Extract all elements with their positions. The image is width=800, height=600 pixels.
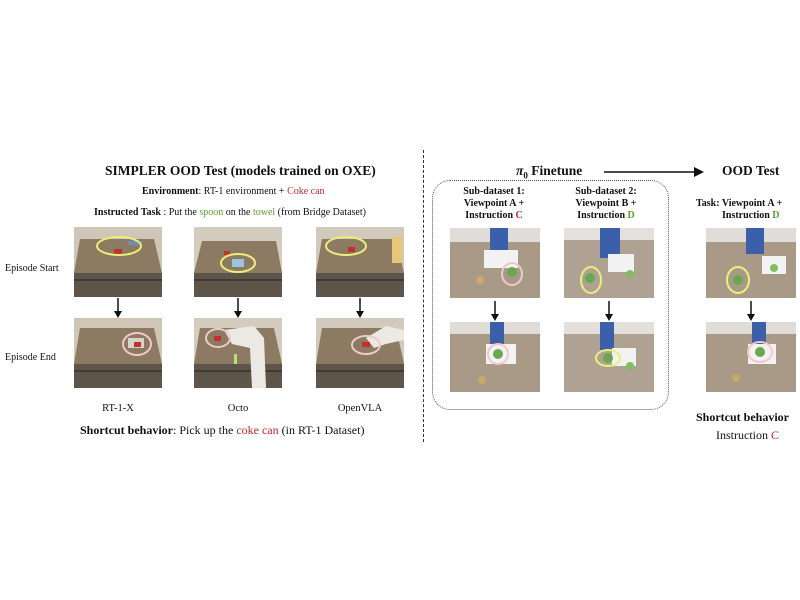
shortcut-label: Shortcut behavior [80, 423, 173, 437]
openvla-start-frame [316, 227, 404, 297]
sub2-start-frame [564, 228, 654, 298]
arrow-down-icon [747, 301, 755, 321]
arrow-down-icon [356, 298, 364, 318]
task-line1: Task: Viewpoint A + [696, 198, 783, 209]
finetune-title: π0 Finetune [516, 163, 582, 181]
panel-divider [423, 150, 424, 442]
task-text-2: on the [223, 207, 253, 218]
shortcut-highlight: coke can [236, 423, 279, 437]
ood-end-frame [706, 322, 796, 392]
ood-start-frame [706, 228, 796, 298]
octo-start-frame [194, 227, 282, 297]
ood-task-header: Task: Viewpoint A + Instruction D [696, 198, 800, 222]
sub1-letter: C [515, 210, 523, 221]
rt1x-start-frame [74, 227, 162, 297]
instructed-task-label: Instructed Task [94, 207, 161, 218]
ood-test-title: OOD Test [722, 163, 780, 178]
sub2-line2: Viewpoint B + [575, 198, 637, 209]
shortcut-text-1: : Pick up the [173, 423, 237, 437]
arrow-down-icon [605, 301, 613, 321]
arrow-down-icon [114, 298, 122, 318]
finetune-text: Finetune [527, 163, 583, 178]
sub2-letter: D [627, 210, 635, 221]
model-label-octo: Octo [227, 403, 249, 414]
finetune-datasets-box [432, 180, 669, 410]
sub1-start-frame [450, 228, 540, 298]
sub2-end-frame [564, 322, 654, 392]
octo-end-frame [194, 318, 282, 388]
right-shortcut-instruction: Instruction C [716, 428, 779, 443]
arrow-down-icon [491, 301, 499, 321]
task-line2: Instruction D [722, 210, 780, 221]
model-label-openvla: OpenVLA [337, 403, 383, 414]
sub-dataset-2-header: Sub-dataset 2: Viewpoint B + Instruction… [560, 186, 652, 222]
left-title: SIMPLER OOD Test (models trained on OXE) [105, 163, 376, 178]
arrow-right-icon [604, 167, 704, 177]
environment-line: Environment: RT-1 environment + Coke can [142, 186, 325, 197]
arrow-down-icon [234, 298, 242, 318]
environment-highlight: Coke can [287, 186, 325, 197]
sub-dataset-1-header: Sub-dataset 1: Viewpoint A + Instruction… [448, 186, 540, 222]
model-label-rt1x: RT-1-X [102, 403, 134, 414]
task-text-1: : Put the [160, 207, 200, 218]
openvla-end-frame [316, 318, 404, 388]
sub1-line2: Viewpoint A + [463, 198, 525, 209]
task-towel: towel [252, 207, 276, 218]
sub1-end-frame [450, 322, 540, 392]
shortcut-text-2: (in RT-1 Dataset) [278, 423, 365, 437]
right-shortcut-label: Shortcut behavior [696, 410, 789, 424]
environment-label: Environment [142, 186, 199, 197]
sub2-line1: Sub-dataset 2: [575, 186, 637, 197]
row-label-episode-end: Episode End [5, 352, 56, 363]
right-shortcut-letter: C [771, 428, 780, 442]
instructed-task-line: Instructed Task : Put the spoon on the t… [94, 207, 366, 218]
left-shortcut-behavior: Shortcut behavior: Pick up the coke can … [80, 423, 364, 438]
sub2-line3: Instruction D [577, 210, 635, 221]
task-letter: D [772, 210, 780, 221]
pi-subscript: 0 [523, 170, 528, 181]
row-label-episode-start: Episode Start [5, 263, 59, 274]
task-text-3: (from Bridge Dataset) [275, 207, 366, 218]
sub1-line3: Instruction C [465, 210, 523, 221]
environment-sep: : [198, 186, 204, 197]
right-shortcut-text: Instruction [716, 428, 771, 442]
rt1x-end-frame [74, 318, 162, 388]
sub1-line1: Sub-dataset 1: [463, 186, 525, 197]
task-spoon: spoon [199, 207, 224, 218]
environment-text: RT-1 environment + [203, 186, 288, 197]
pi-symbol: π [516, 163, 524, 178]
